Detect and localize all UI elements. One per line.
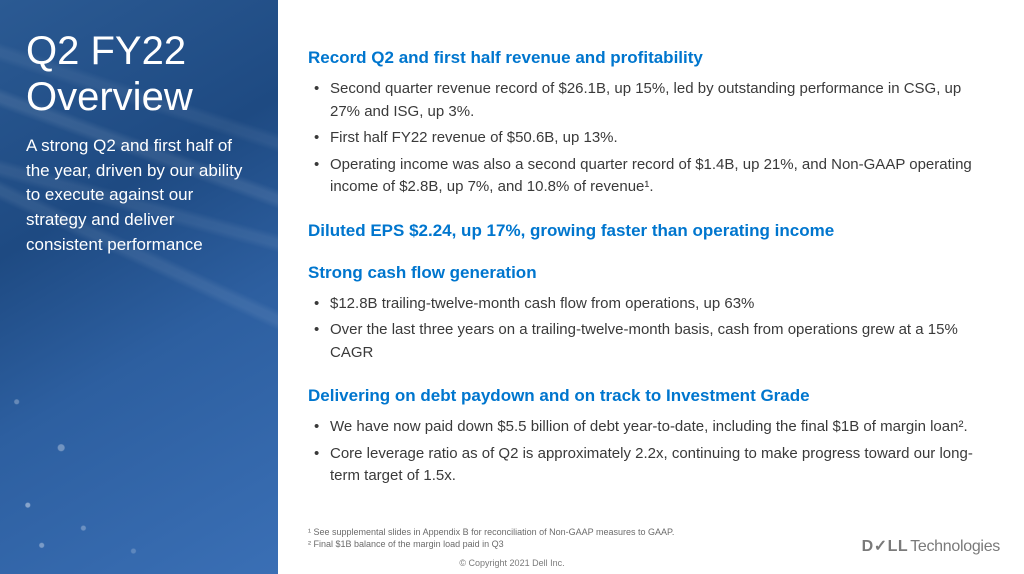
slide-subtitle: A strong Q2 and first half of the year, … <box>26 134 246 257</box>
section-heading: Diluted EPS $2.24, up 17%, growing faste… <box>308 221 994 241</box>
section-heading: Strong cash flow generation <box>308 263 994 283</box>
slide-title: Q2 FY22 Overview <box>26 28 256 120</box>
bullet-item: Operating income was also a second quart… <box>330 154 994 199</box>
footnotes: ¹ See supplemental slides in Appendix B … <box>308 526 674 550</box>
bullet-item: $12.8B trailing-twelve-month cash flow f… <box>330 293 994 316</box>
logo-technologies: Technologies <box>910 538 1000 556</box>
bullet-item: Core leverage ratio as of Q2 is approxim… <box>330 443 994 488</box>
bullet-item: Over the last three years on a trailing-… <box>330 319 994 364</box>
section-debt: Delivering on debt paydown and on track … <box>308 386 994 488</box>
bullet-list: Second quarter revenue record of $26.1B,… <box>308 78 994 199</box>
copyright: © Copyright 2021 Dell Inc. <box>459 558 564 568</box>
footnote: ¹ See supplemental slides in Appendix B … <box>308 526 674 538</box>
section-eps: Diluted EPS $2.24, up 17%, growing faste… <box>308 221 994 241</box>
section-cashflow: Strong cash flow generation $12.8B trail… <box>308 263 994 365</box>
section-heading: Delivering on debt paydown and on track … <box>308 386 994 406</box>
slide: Q2 FY22 Overview A strong Q2 and first h… <box>0 0 1024 574</box>
logo-dell: D✓LL <box>862 536 909 556</box>
dell-logo: D✓LLTechnologies <box>862 536 1000 556</box>
section-heading: Record Q2 and first half revenue and pro… <box>308 48 994 68</box>
bullet-list: We have now paid down $5.5 billion of de… <box>308 416 994 488</box>
sidebar: Q2 FY22 Overview A strong Q2 and first h… <box>0 0 278 574</box>
bullet-item: We have now paid down $5.5 billion of de… <box>330 416 994 439</box>
section-revenue: Record Q2 and first half revenue and pro… <box>308 48 994 199</box>
bullet-list: $12.8B trailing-twelve-month cash flow f… <box>308 293 994 365</box>
main-content: Record Q2 and first half revenue and pro… <box>278 0 1024 574</box>
bullet-item: Second quarter revenue record of $26.1B,… <box>330 78 994 123</box>
footnote: ² Final $1B balance of the margin load p… <box>308 538 674 550</box>
bullet-item: First half FY22 revenue of $50.6B, up 13… <box>330 127 994 150</box>
